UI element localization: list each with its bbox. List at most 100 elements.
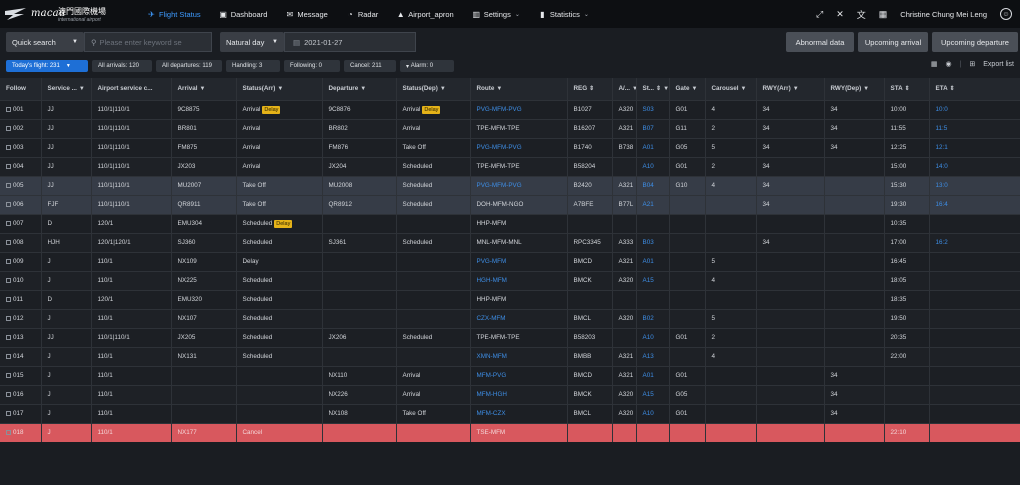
table-row[interactable]: 001 JJ 110/1|110/1 9C8875 Arrival Delay 9C8876… bbox=[0, 99, 1020, 119]
follow-checkbox[interactable] bbox=[6, 258, 11, 264]
column-header[interactable]: REG ⇕ bbox=[567, 78, 613, 100]
nav-item-airport-apron[interactable]: ▲ Airport_apron bbox=[387, 0, 462, 28]
export-list-link[interactable]: Export list bbox=[983, 60, 1014, 68]
table-row[interactable]: 009 J 110/1 NX109 Delay PVG-MFM BMCD A321 A01 5 16… bbox=[0, 251, 1020, 271]
handling-chip[interactable]: Handling: 3 bbox=[226, 60, 280, 72]
follow-checkbox[interactable] bbox=[6, 391, 11, 397]
sort-icon[interactable]: ⇕ bbox=[589, 86, 595, 93]
column-header[interactable]: A/...▼ bbox=[612, 78, 637, 100]
translate-icon[interactable]: 文 bbox=[856, 9, 866, 20]
airport-logo[interactable]: macau 澳門國際機場 international airport bbox=[0, 7, 118, 23]
all-arrivals-chip[interactable]: All arrivals: 120 bbox=[92, 60, 152, 72]
user-name[interactable]: Christine Chung Mei Leng bbox=[900, 9, 987, 19]
follow-checkbox[interactable] bbox=[6, 430, 11, 436]
filter-icon[interactable]: ▼ bbox=[632, 86, 635, 92]
fullscreen-icon[interactable]: ⤢ bbox=[816, 8, 824, 19]
follow-checkbox[interactable] bbox=[6, 106, 11, 112]
column-header[interactable]: Status(Arr) ▼ bbox=[236, 78, 323, 100]
filter-icon[interactable]: ▼ bbox=[360, 86, 367, 93]
filter-icon[interactable]: ▼ bbox=[439, 86, 446, 93]
table-row[interactable]: 007 D 120/1 EMU304 Scheduled Delay HHP-MFM 10:3… bbox=[0, 213, 1020, 233]
following-chip[interactable]: Following: 0 bbox=[284, 60, 340, 72]
tools-icon[interactable]: ✕ bbox=[836, 8, 844, 19]
column-header[interactable]: RWY(Dep) ▼ bbox=[824, 78, 885, 100]
table-row[interactable]: 016 J 110/1 NX226 Arrival MFM-HGH BMCK A320 A15 G… bbox=[0, 384, 1020, 404]
column-header[interactable]: St... ⇕ ▼ bbox=[636, 78, 670, 100]
day-mode-dropdown[interactable]: Natural day ▼ bbox=[220, 32, 284, 52]
table-row[interactable]: 005 JJ 110/1|110/1 MU2007 Take Off MU2008 Sche… bbox=[0, 175, 1020, 195]
table-row[interactable]: 018 J 110/1 NX177 Cancel TSE-MFM 22:10 bbox=[0, 422, 1020, 442]
table-row[interactable]: 002 JJ 110/1|110/1 BR801 Arrival BR802 Arrival… bbox=[0, 118, 1020, 138]
follow-checkbox[interactable] bbox=[6, 125, 11, 131]
follow-checkbox[interactable] bbox=[6, 353, 11, 359]
filter-icon[interactable]: ▼ bbox=[663, 86, 669, 93]
follow-checkbox[interactable] bbox=[6, 239, 11, 245]
follow-checkbox[interactable] bbox=[6, 163, 11, 169]
date-picker[interactable]: ▤ 2021-01-27 bbox=[284, 32, 416, 52]
upcoming-departure-button[interactable]: Upcoming departure bbox=[932, 32, 1018, 52]
follow-checkbox[interactable] bbox=[6, 201, 11, 207]
sort-icon[interactable]: ⇕ bbox=[949, 86, 955, 93]
follow-checkbox[interactable] bbox=[6, 277, 11, 283]
table-row[interactable]: 004 JJ 110/1|110/1 JX203 Arrival JX204 Schedul… bbox=[0, 156, 1020, 176]
follow-checkbox[interactable] bbox=[6, 182, 11, 188]
table-row[interactable]: 008 HJH 120/1|120/1 SJ360 Scheduled SJ361 Sche… bbox=[0, 232, 1020, 252]
nav-item-flight-status[interactable]: ✈ Flight Status bbox=[138, 0, 210, 28]
column-header[interactable]: Gate ▼ bbox=[669, 78, 706, 100]
filter-icon[interactable]: ▼ bbox=[740, 86, 747, 93]
quick-search-dropdown[interactable]: Quick search ▼ bbox=[6, 32, 84, 52]
filter-icon[interactable]: ▼ bbox=[691, 86, 698, 93]
nav-item-statistics[interactable]: ▮ Statistics ⌄ bbox=[529, 0, 598, 28]
today-flights-chip[interactable]: Today's flight: 231 ▼ bbox=[6, 60, 88, 72]
alarm-chip[interactable]: ▾ Alarm: 0 bbox=[400, 60, 454, 72]
column-header[interactable]: RWY(Arr) ▼ bbox=[756, 78, 825, 100]
filter-settings-icon[interactable]: ◉ bbox=[945, 61, 952, 68]
sort-icon[interactable]: ⇕ bbox=[904, 86, 910, 93]
grid-settings-icon[interactable]: ▦ bbox=[930, 61, 938, 68]
filter-icon[interactable]: ▼ bbox=[792, 86, 799, 93]
follow-checkbox[interactable] bbox=[6, 144, 11, 150]
export-icon[interactable]: ⊞ bbox=[969, 61, 976, 68]
column-header[interactable]: Route ▼ bbox=[470, 78, 568, 100]
filter-icon[interactable]: ▼ bbox=[496, 86, 503, 93]
column-header[interactable]: Airport service c... bbox=[91, 78, 172, 100]
nav-item-radar[interactable]: ◔ Radar bbox=[337, 0, 387, 28]
follow-checkbox[interactable] bbox=[6, 220, 11, 226]
nav-item-dashboard[interactable]: ▣ Dashboard bbox=[210, 0, 277, 28]
follow-checkbox[interactable] bbox=[6, 296, 11, 302]
abnormal-data-button[interactable]: Abnormal data bbox=[786, 32, 854, 52]
keyword-search-input[interactable]: ⚲ Please enter keyword se bbox=[84, 32, 212, 52]
follow-checkbox[interactable] bbox=[6, 334, 11, 340]
filter-icon[interactable]: ▼ bbox=[277, 86, 284, 93]
column-header[interactable]: Carousel ▼ bbox=[705, 78, 757, 100]
follow-checkbox[interactable] bbox=[6, 410, 11, 416]
table-row[interactable]: 014 J 110/1 NX131 Scheduled XMN-MFM BMBB A321 A1… bbox=[0, 346, 1020, 366]
all-departures-chip[interactable]: All departures: 119 bbox=[156, 60, 222, 72]
follow-checkbox[interactable] bbox=[6, 315, 11, 321]
column-header[interactable]: Arrival ▼ bbox=[171, 78, 237, 100]
filter-icon[interactable]: ▼ bbox=[199, 86, 206, 93]
column-header[interactable]: STA ⇕ bbox=[884, 78, 930, 100]
sort-icon[interactable]: ⇕ bbox=[656, 86, 662, 93]
table-row[interactable]: 012 J 110/1 NX107 Scheduled CZX-MFM BMCL A320 B0… bbox=[0, 308, 1020, 328]
nav-item-settings[interactable]: ▥ Settings ⌄ bbox=[463, 0, 529, 28]
column-header[interactable]: Service ... ▼ bbox=[41, 78, 92, 100]
table-row[interactable]: 011 D 120/1 EMU320 Scheduled HHP-MFM 18:35 bbox=[0, 289, 1020, 309]
table-row[interactable]: 015 J 110/1 NX110 Arrival MFM-PVG BMCD A321 A01 G… bbox=[0, 365, 1020, 385]
user-card-icon[interactable]: ▦ bbox=[878, 8, 888, 19]
user-avatar-icon[interactable]: ☺ bbox=[1000, 8, 1012, 20]
column-header[interactable]: Departure ▼ bbox=[322, 78, 397, 100]
column-header[interactable]: ETA ⇕ bbox=[929, 78, 1020, 100]
column-header[interactable]: Status(Dep) ▼ bbox=[396, 78, 471, 100]
cancel-chip[interactable]: Cancel: 211 bbox=[344, 60, 396, 72]
column-header[interactable]: Follow bbox=[0, 78, 42, 100]
table-row[interactable]: 003 JJ 110/1|110/1 FM875 Arrival FM876 Take Of… bbox=[0, 137, 1020, 157]
table-row[interactable]: 006 FJF 110/1|110/1 QR8911 Take Off QR8912 Sch… bbox=[0, 194, 1020, 214]
table-row[interactable]: 017 J 110/1 NX108 Take Off MFM-CZX BMCL A320 A10… bbox=[0, 403, 1020, 423]
table-row[interactable]: 010 J 110/1 NX225 Scheduled HGH-MFM BMCK A320 A1… bbox=[0, 270, 1020, 290]
upcoming-arrival-button[interactable]: Upcoming arrival bbox=[858, 32, 928, 52]
follow-checkbox[interactable] bbox=[6, 372, 11, 378]
filter-icon[interactable]: ▼ bbox=[863, 86, 870, 93]
nav-item-message[interactable]: ✉ Message bbox=[276, 0, 336, 28]
table-row[interactable]: 013 JJ 110/1|110/1 JX205 Scheduled JX206 Sched… bbox=[0, 327, 1020, 347]
